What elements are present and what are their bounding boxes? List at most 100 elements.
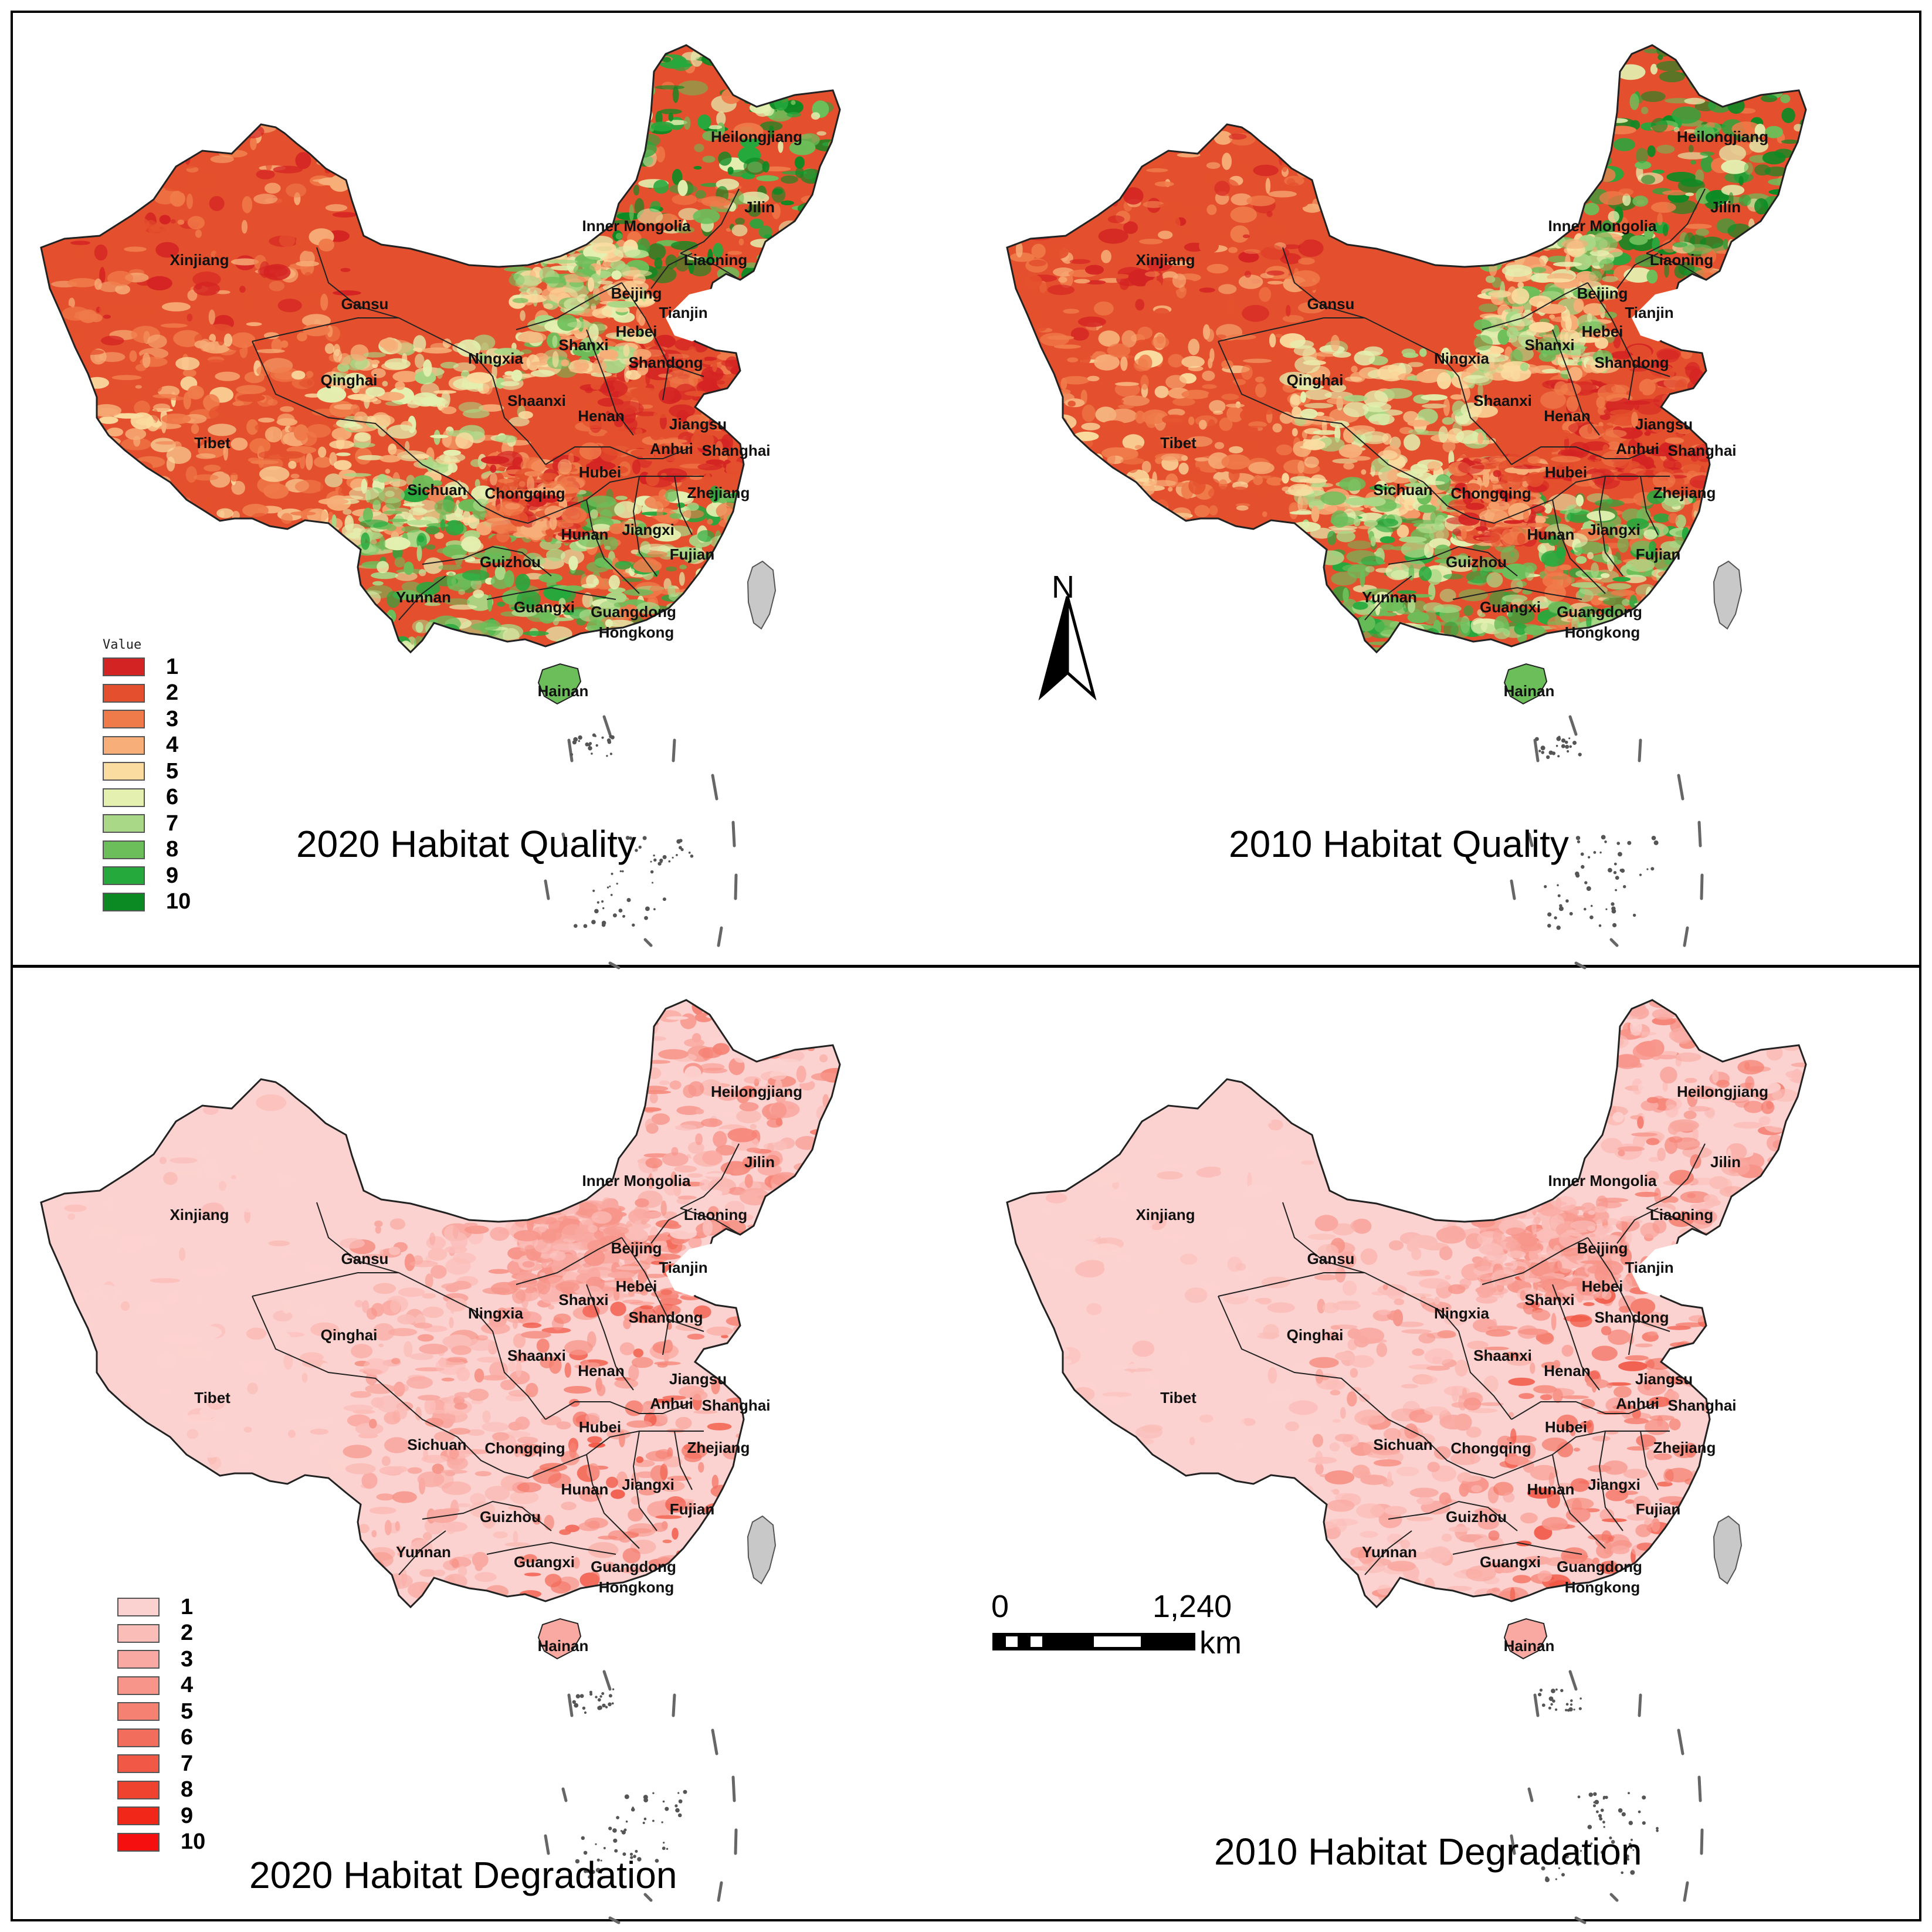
- province-border: [1646, 188, 1706, 254]
- province-border: [1552, 499, 1606, 594]
- province-label: Liaoning: [684, 1206, 747, 1223]
- legend-swatch: [103, 710, 145, 729]
- legend-row: 7: [103, 811, 191, 837]
- province-label: Jilin: [744, 1153, 775, 1171]
- province-border: [252, 341, 458, 483]
- country-outline: [40, 44, 841, 654]
- legend-swatch: [103, 788, 145, 807]
- legend-swatch: [117, 1728, 160, 1747]
- province-label: Shanghai: [701, 442, 770, 459]
- province-label: Shanghai: [1667, 1397, 1736, 1414]
- legend-row: 10: [117, 1829, 205, 1856]
- province-border: [1218, 1272, 1365, 1297]
- province-label: Yunnan: [1362, 588, 1417, 606]
- scale-bar: 0 1,240 km: [991, 1589, 1261, 1660]
- province-label: Shanghai: [1667, 442, 1736, 459]
- legend-row: 3: [117, 1646, 205, 1673]
- province-border: [457, 482, 587, 524]
- map-title-quality-2010: 2010 Habitat Quality: [1229, 823, 1569, 865]
- province-border: [1482, 282, 1588, 330]
- province-label: Chongqing: [484, 484, 565, 502]
- province-border: [586, 329, 634, 436]
- top-row-panel: Heilongjiang Jilin Liaoning Inner Mongolia X…: [0, 13, 1932, 970]
- province-label: Xinjiang: [1136, 1206, 1195, 1223]
- province-label: Jilin: [1710, 1153, 1741, 1171]
- province-label: Jiangsu: [1635, 1370, 1693, 1388]
- hainan-island: [537, 1618, 582, 1660]
- map-quality-2020: Heilongjiang Jilin Liaoning Inner Mongolia X…: [40, 44, 841, 970]
- legend-row: 1: [117, 1594, 205, 1621]
- province-border: [621, 282, 670, 401]
- province-border: [1640, 476, 1659, 535]
- country-outline: [1006, 999, 1807, 1609]
- legend-label: 4: [166, 733, 179, 758]
- province-border: [680, 1208, 741, 1235]
- province-label: Zhejiang: [687, 484, 750, 501]
- province-label: Jiangxi: [622, 1476, 674, 1493]
- legend-label: 5: [181, 1699, 194, 1724]
- province-border: [252, 317, 399, 342]
- province-label: Hainan: [1504, 1637, 1555, 1655]
- province-border: [632, 476, 657, 577]
- province-label: Jilin: [744, 198, 775, 216]
- province-label: Hainan: [1504, 682, 1555, 700]
- south-sea-islands: [1510, 715, 1704, 970]
- province-border: [1364, 1530, 1412, 1575]
- south-sea-islands: [544, 1670, 738, 1924]
- legend-row: 3: [103, 706, 191, 733]
- province-label: Shandong: [1594, 354, 1669, 371]
- south-sea-islands: [1510, 1670, 1704, 1924]
- province-label: Liaoning: [1650, 1206, 1713, 1223]
- legend-label: 4: [181, 1673, 194, 1698]
- province-border: [668, 364, 704, 377]
- province-border: [1452, 587, 1582, 600]
- province-label: Yunnan: [1362, 1543, 1417, 1561]
- province-border: [1646, 253, 1707, 280]
- province-border: [680, 1143, 740, 1209]
- province-label: Hubei: [579, 463, 621, 481]
- legend-label: 7: [166, 811, 179, 836]
- province-label: Gansu: [341, 295, 389, 313]
- scale-bar-graphic: [992, 1633, 1195, 1650]
- legend-label: 6: [181, 1725, 194, 1750]
- province-label: Shandong: [628, 1309, 703, 1326]
- province-label: Guangdong: [591, 603, 676, 621]
- province-label: Anhui: [650, 440, 693, 457]
- province-label: Zhejiang: [1653, 1439, 1716, 1456]
- province-border: [1634, 1319, 1670, 1332]
- legend-row: 8: [117, 1777, 205, 1804]
- map-degradation-2020: Heilongjiang Jilin Liaoning Inner Mongolia X…: [40, 999, 841, 1924]
- province-border: [1440, 1310, 1512, 1420]
- province-border: [680, 188, 740, 254]
- province-border: [1511, 446, 1659, 465]
- province-border: [1598, 476, 1623, 577]
- province-label: Hunan: [1527, 526, 1575, 543]
- legend-swatch: [103, 814, 145, 833]
- north-arrow-icon: [1038, 596, 1097, 701]
- legend-quality-title: Value: [103, 638, 142, 652]
- province-label: Jilin: [1710, 198, 1741, 216]
- province-border: [486, 1541, 616, 1555]
- province-border: [1282, 1202, 1442, 1311]
- taiwan-island: [747, 1515, 777, 1585]
- province-border: [680, 253, 741, 280]
- province-label: Henan: [1544, 1362, 1590, 1379]
- province-label: Zhejiang: [687, 1439, 750, 1456]
- province-border: [1388, 1500, 1518, 1531]
- legend-label: 8: [166, 837, 179, 862]
- province-label: Qinghai: [1287, 1326, 1344, 1344]
- legend-label: 1: [166, 654, 179, 679]
- province-label: Tianjin: [659, 304, 707, 321]
- province-border: [516, 282, 622, 330]
- province-label: Heilongjiang: [1677, 1083, 1768, 1100]
- province-label: Tibet: [194, 1389, 231, 1406]
- legend-swatch: [103, 840, 145, 859]
- legend-label: 2: [166, 680, 179, 706]
- map-degradation-2010: Heilongjiang Jilin Liaoning Inner Mongolia X…: [1006, 999, 1807, 1924]
- province-border: [398, 1530, 446, 1575]
- province-label: Inner Mongolia: [1548, 217, 1657, 235]
- province-label: Tibet: [1160, 1389, 1197, 1406]
- country-outline: [40, 999, 841, 1609]
- legend-label: 3: [181, 1646, 194, 1672]
- province-label: Anhui: [650, 1395, 693, 1412]
